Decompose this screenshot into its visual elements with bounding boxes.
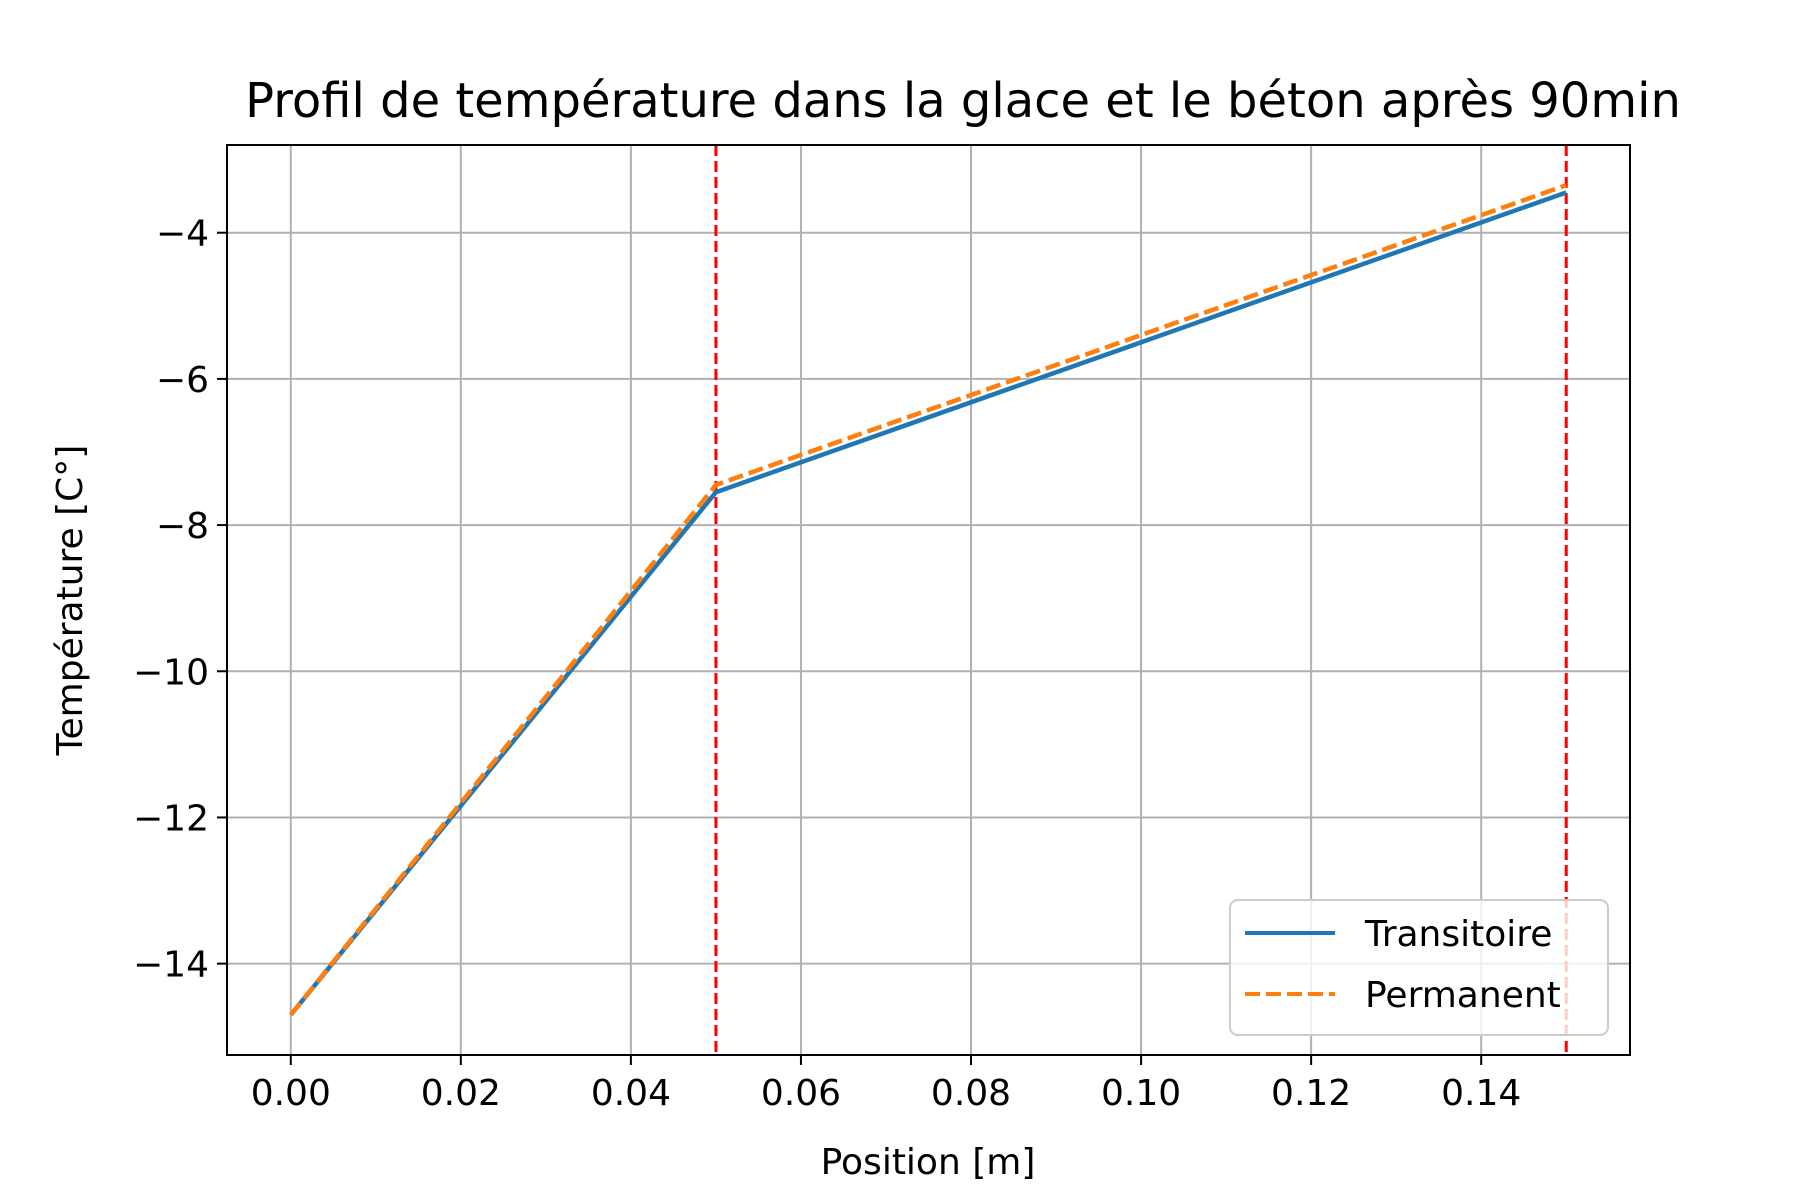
x-tick-label: 0.08: [931, 1073, 1011, 1114]
legend-label-transitoire: Transitoire: [1364, 914, 1552, 955]
series-line-permanent: [289, 183, 1567, 1017]
x-tick-label: 0.04: [591, 1073, 671, 1114]
x-tick-label: 0.06: [761, 1073, 841, 1114]
x-tick-label: 0.12: [1271, 1073, 1351, 1114]
y-tick-label: −12: [133, 798, 209, 839]
x-tick-label: 0.10: [1101, 1073, 1181, 1114]
legend-label-permanent: Permanent: [1365, 975, 1561, 1016]
x-tick-label: 0.14: [1441, 1073, 1521, 1114]
plot-frame: [226, 144, 1631, 1056]
y-tick-label: −14: [133, 945, 209, 986]
chart-title: Profil de température dans la glace et l…: [245, 73, 1681, 129]
x-tick-label: 0.02: [421, 1073, 501, 1114]
x-axis-ticks: 0.00 0.02 0.04 0.06 0.08 0.10 0.12 0.14: [251, 1055, 1521, 1114]
x-tick-label: 0.00: [251, 1073, 331, 1114]
y-tick-label: −6: [156, 360, 209, 401]
legend: Transitoire Permanent: [1229, 899, 1609, 1036]
series-lines: [289, 183, 1567, 1017]
y-axis-title: Température [C°]: [50, 445, 91, 757]
y-tick-label: −10: [133, 652, 209, 693]
y-axis-ticks: −14 −12 −10 −8 −6 −4: [133, 214, 227, 986]
x-axis-title: Position [m]: [821, 1142, 1036, 1183]
y-tick-label: −8: [156, 506, 209, 547]
y-tick-label: −4: [156, 214, 209, 255]
